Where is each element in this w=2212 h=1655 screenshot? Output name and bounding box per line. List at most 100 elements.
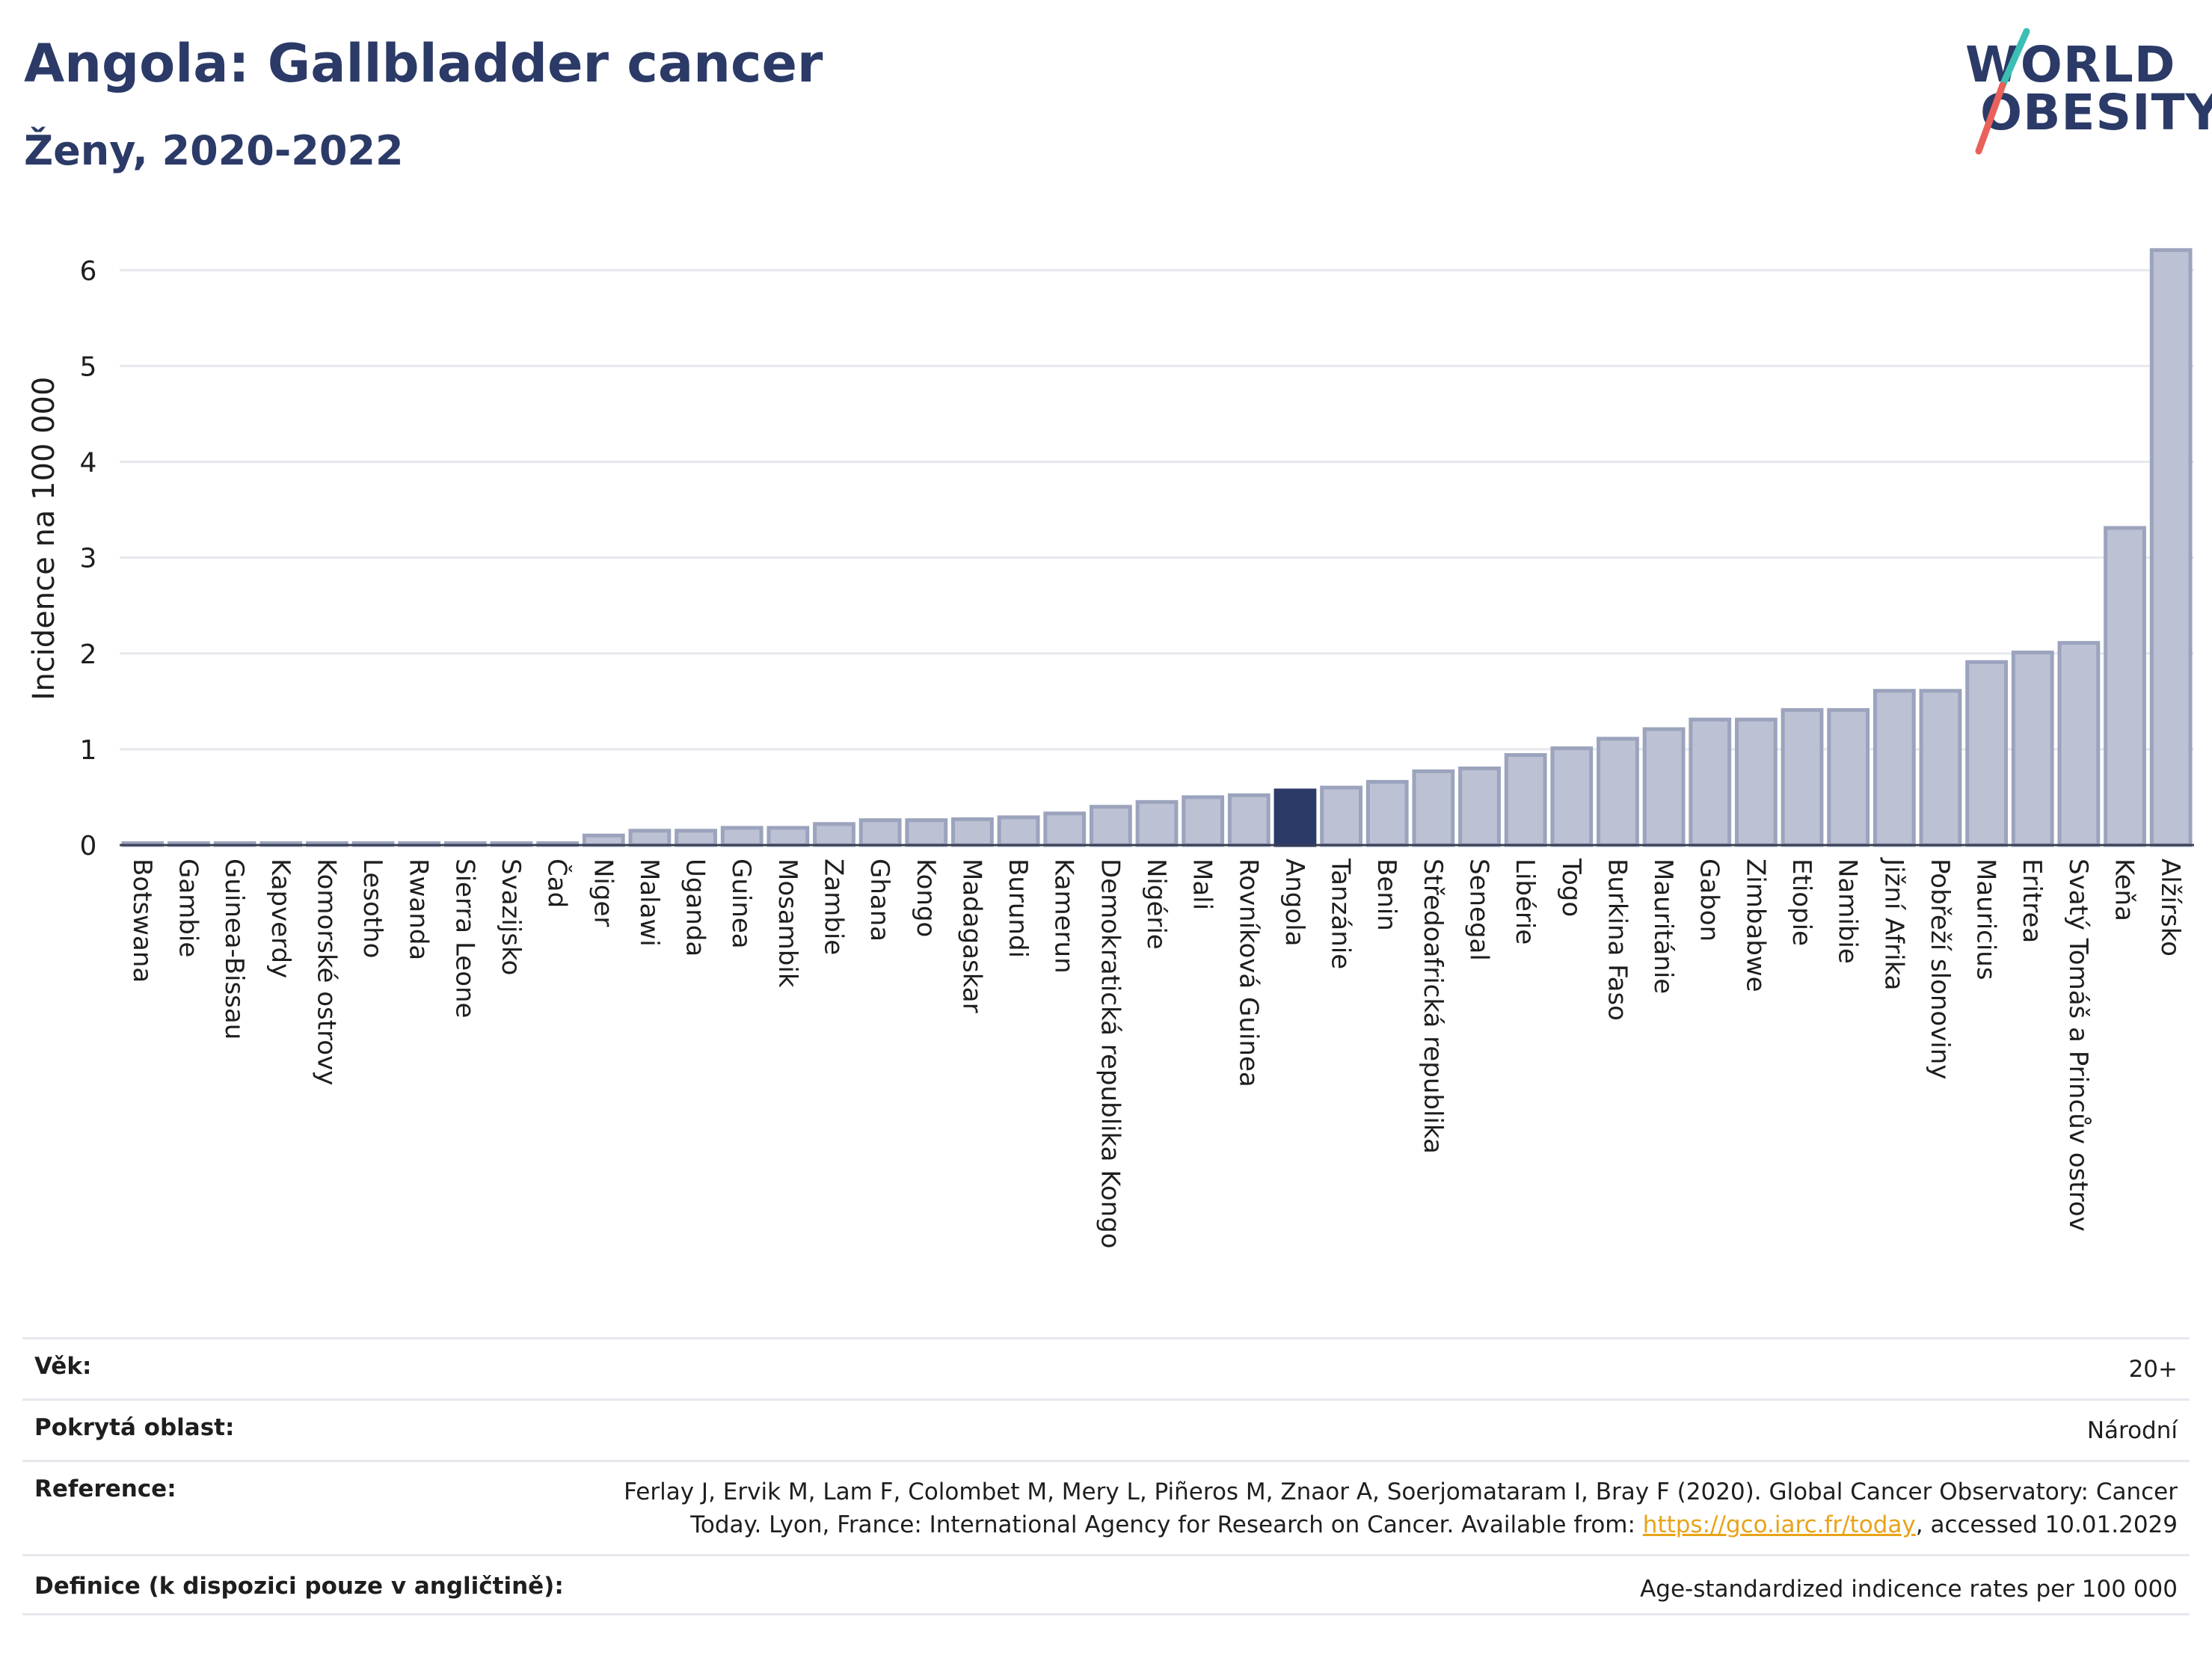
bar xyxy=(675,829,717,847)
age-value: 20+ xyxy=(2128,1356,2178,1383)
bar xyxy=(1642,727,1686,847)
x-tick-label: Mauricius xyxy=(1971,859,2001,980)
x-tick-label: Malawi xyxy=(634,859,664,947)
bar xyxy=(1227,793,1271,847)
x-tick-label: Jižní Afrika xyxy=(1878,857,1908,991)
info-row-coverage: Pokrytá oblast: Národní xyxy=(22,1398,2190,1460)
x-tick-label: Rovníková Guinea xyxy=(1233,859,1263,1087)
x-tick-label: Nigérie xyxy=(1141,859,1171,950)
x-tick-label: Mauritánie xyxy=(1648,859,1678,994)
bar xyxy=(1689,717,1732,847)
x-tick-label: Burkina Faso xyxy=(1602,859,1632,1021)
y-tick-label: 3 xyxy=(80,544,97,574)
bar xyxy=(1965,660,2008,847)
bar xyxy=(1274,788,1317,847)
bar xyxy=(1135,799,1179,847)
x-tick-label: Botswana xyxy=(127,859,157,983)
bar-chart: 0 1 2 3 4 5 6 Botswana Gambie Guinea-Bissau Kapve… xyxy=(27,248,2194,1249)
x-tick-label: Senegal xyxy=(1464,859,1494,961)
x-tick-label: Togo xyxy=(1556,858,1586,917)
x-tick-label: Rwanda xyxy=(404,859,434,960)
y-tick-label: 1 xyxy=(80,735,97,766)
x-tick-label: Etiopie xyxy=(1787,859,1816,946)
x-tick-label: Angola xyxy=(1279,859,1309,946)
bar xyxy=(1412,769,1455,847)
x-tick-label: Keňa xyxy=(2110,859,2139,921)
x-tick-label: Kongo xyxy=(911,859,941,937)
y-tick-label: 5 xyxy=(80,351,97,382)
bar xyxy=(766,826,810,847)
coverage-label: Pokrytá oblast: xyxy=(34,1414,235,1441)
chart-gridlines xyxy=(120,268,2194,751)
x-tick-label: Burundi xyxy=(1003,859,1033,958)
bar xyxy=(951,817,994,847)
bar xyxy=(2149,248,2193,847)
bar xyxy=(1597,737,1639,847)
x-tick-label: Gambie xyxy=(173,859,203,957)
x-tick-label: Demokratická republika Kongo xyxy=(1095,859,1125,1249)
x-tick-label: Komorské ostrovy xyxy=(311,859,341,1085)
bar xyxy=(2057,641,2101,847)
info-row-reference: Reference: Ferlay J, Ervik M, Lam F, Col… xyxy=(22,1460,2190,1554)
bar xyxy=(1734,717,1778,847)
bar xyxy=(1320,785,1362,847)
reference-link[interactable]: https://gco.iarc.fr/today xyxy=(1642,1511,1916,1538)
x-tick-label: Mali xyxy=(1188,859,1217,910)
logo-slash-icon xyxy=(1975,28,2030,155)
x-tick-label: Čad xyxy=(542,859,573,908)
x-tick-label: Madagaskar xyxy=(956,859,986,1013)
x-axis-labels: Botswana Gambie Guinea-Bissau Kapverdy Komor… xyxy=(127,857,2185,1249)
bar xyxy=(1365,779,1409,847)
info-table: Věk: 20+ Pokrytá oblast: Národní Referen… xyxy=(22,1337,2190,1615)
bar xyxy=(1550,746,1594,847)
x-tick-label: Eritrea xyxy=(2017,859,2047,943)
x-tick-label: Kamerun xyxy=(1049,859,1079,974)
reference-text-2: Today. Lyon, France: International Agenc… xyxy=(690,1511,1643,1538)
bar xyxy=(582,833,625,847)
bar xyxy=(1089,805,1132,847)
bar xyxy=(628,829,672,847)
x-tick-label: Tanzánie xyxy=(1326,858,1356,969)
bar xyxy=(813,822,855,847)
bar xyxy=(1043,811,1087,847)
definition-value: Age-standardized indicence rates per 100… xyxy=(1640,1576,2178,1603)
reference-text-1: Ferlay J, Ervik M, Lam F, Colombet M, Me… xyxy=(624,1479,2178,1505)
definition-label: Definice (k dispozici pouze v angličtině… xyxy=(34,1573,564,1600)
x-tick-label: Guinea xyxy=(726,859,756,949)
x-tick-label: Pobřeží slonoviny xyxy=(1925,859,1955,1079)
x-tick-label: Svazijsko xyxy=(496,859,526,975)
page-title: Angola: Gallbladder cancer xyxy=(24,33,823,94)
info-row-definition: Definice (k dispozici pouze v angličtině… xyxy=(22,1554,2190,1615)
bar xyxy=(997,815,1040,847)
chart-bars xyxy=(121,248,2193,847)
bar xyxy=(858,818,902,847)
x-tick-label: Guinea-Bissau xyxy=(219,859,249,1040)
y-axis-label: Incidence na 100 000 xyxy=(27,377,61,701)
age-label: Věk: xyxy=(34,1353,92,1380)
x-tick-label: Zambie xyxy=(818,859,848,955)
x-tick-label: Středoafrická republika xyxy=(1418,859,1448,1154)
page-subtitle: Ženy, 2020-2022 xyxy=(24,127,404,174)
bar xyxy=(2104,526,2146,847)
x-tick-label: Zimbabwe xyxy=(1740,859,1770,992)
bar xyxy=(1872,689,1916,847)
reference-text-3: , accessed 10.01.2029 xyxy=(1915,1511,2178,1538)
x-tick-label: Benin xyxy=(1371,859,1401,931)
y-tick-label: 6 xyxy=(80,256,97,286)
x-tick-label: Lesotho xyxy=(357,859,387,958)
reference-value: Ferlay J, Ervik M, Lam F, Colombet M, Me… xyxy=(624,1476,2178,1541)
bar xyxy=(2011,650,2054,847)
x-tick-label: Sierra Leone xyxy=(449,859,479,1018)
info-row-age: Věk: 20+ xyxy=(22,1337,2190,1398)
bar xyxy=(1827,707,1870,847)
bar xyxy=(1458,767,1501,847)
y-tick-label: 4 xyxy=(80,448,97,479)
bar xyxy=(1919,689,1962,847)
y-tick-label: 0 xyxy=(80,831,97,862)
x-tick-label: Uganda xyxy=(681,859,710,957)
x-tick-label: Libérie xyxy=(1510,859,1540,945)
x-tick-label: Niger xyxy=(588,859,618,927)
reference-label: Reference: xyxy=(34,1476,176,1502)
x-tick-label: Namibie xyxy=(1833,859,1863,964)
bar xyxy=(1504,753,1547,847)
